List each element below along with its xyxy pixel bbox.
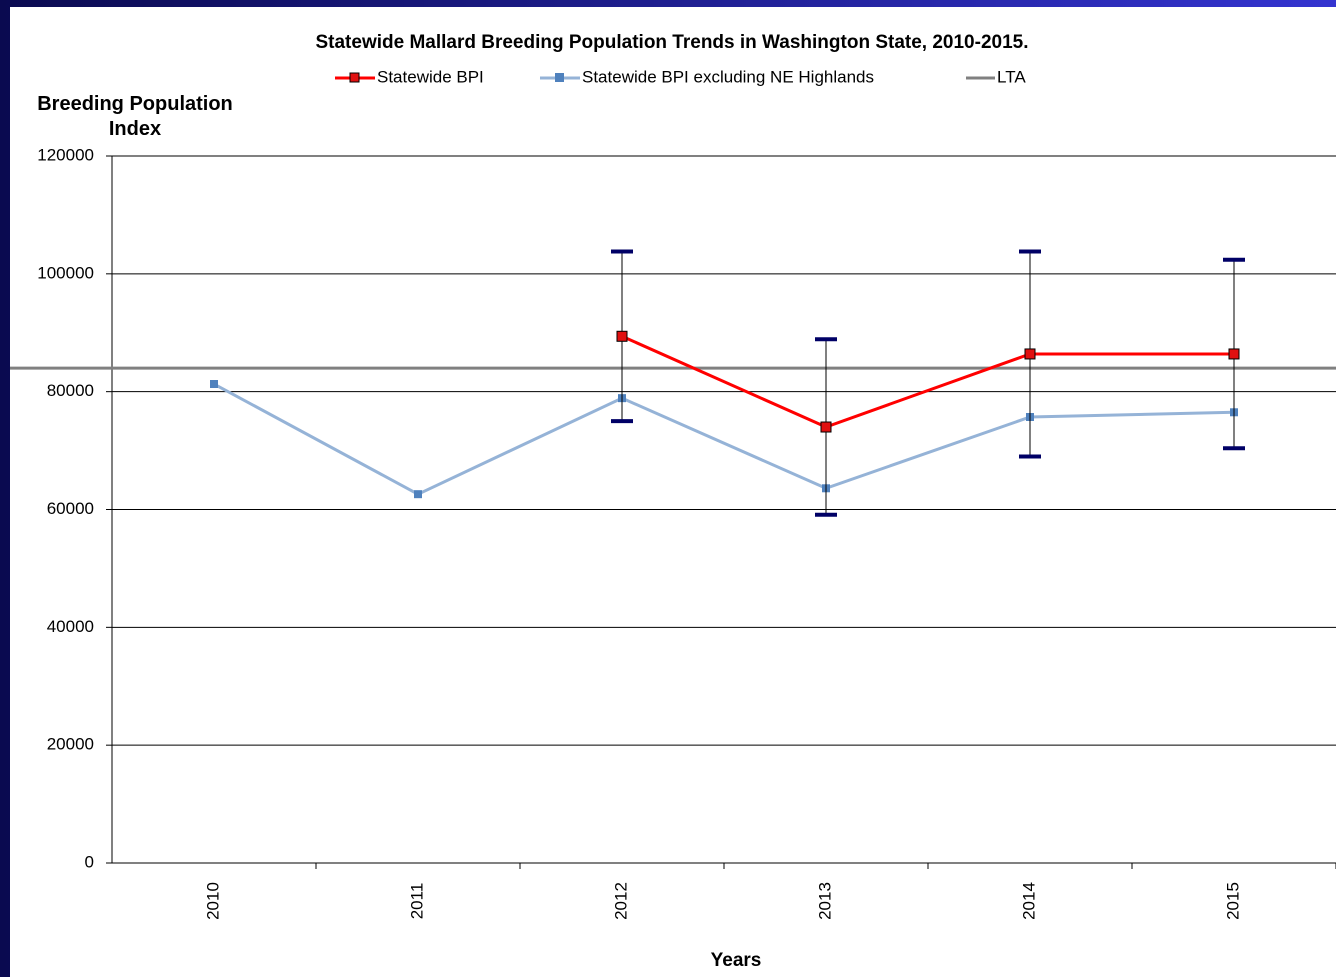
y-tick-label: 80000 bbox=[47, 381, 94, 400]
series-line bbox=[213, 382, 1235, 496]
marker bbox=[616, 330, 628, 342]
legend-label: Statewide BPI bbox=[377, 67, 484, 86]
y-axis-title: Breeding Population Index bbox=[37, 93, 233, 140]
x-axis-title: Years bbox=[711, 950, 762, 971]
marker bbox=[210, 380, 218, 389]
y-tick-label: 100000 bbox=[37, 263, 94, 282]
x-tick-label: 2015 bbox=[1223, 882, 1242, 920]
chart-title: Statewide Mallard Breeding Population Tr… bbox=[315, 32, 1028, 53]
chart-area bbox=[10, 7, 1336, 977]
y-tick-label: 60000 bbox=[47, 499, 94, 518]
legend-marker bbox=[349, 72, 360, 83]
legend-marker bbox=[555, 73, 564, 82]
marker bbox=[1024, 348, 1036, 360]
y-tick-label: 40000 bbox=[47, 617, 94, 636]
legend-label: LTA bbox=[997, 67, 1026, 86]
legend-label: Statewide BPI excluding NE Highlands bbox=[582, 67, 874, 86]
marker bbox=[414, 490, 422, 499]
marker bbox=[820, 421, 832, 433]
x-tick-label: 2010 bbox=[203, 882, 222, 920]
y-tick-label: 0 bbox=[85, 852, 94, 871]
x-tick-label: 2014 bbox=[1019, 882, 1038, 920]
series-line bbox=[621, 334, 1234, 429]
y-tick-label: 120000 bbox=[37, 145, 94, 164]
marker bbox=[1228, 348, 1240, 360]
x-tick-label: 2013 bbox=[815, 882, 834, 920]
y-tick-label: 20000 bbox=[47, 735, 94, 754]
x-tick-label: 2012 bbox=[611, 882, 630, 920]
x-tick-label: 2011 bbox=[407, 883, 426, 920]
